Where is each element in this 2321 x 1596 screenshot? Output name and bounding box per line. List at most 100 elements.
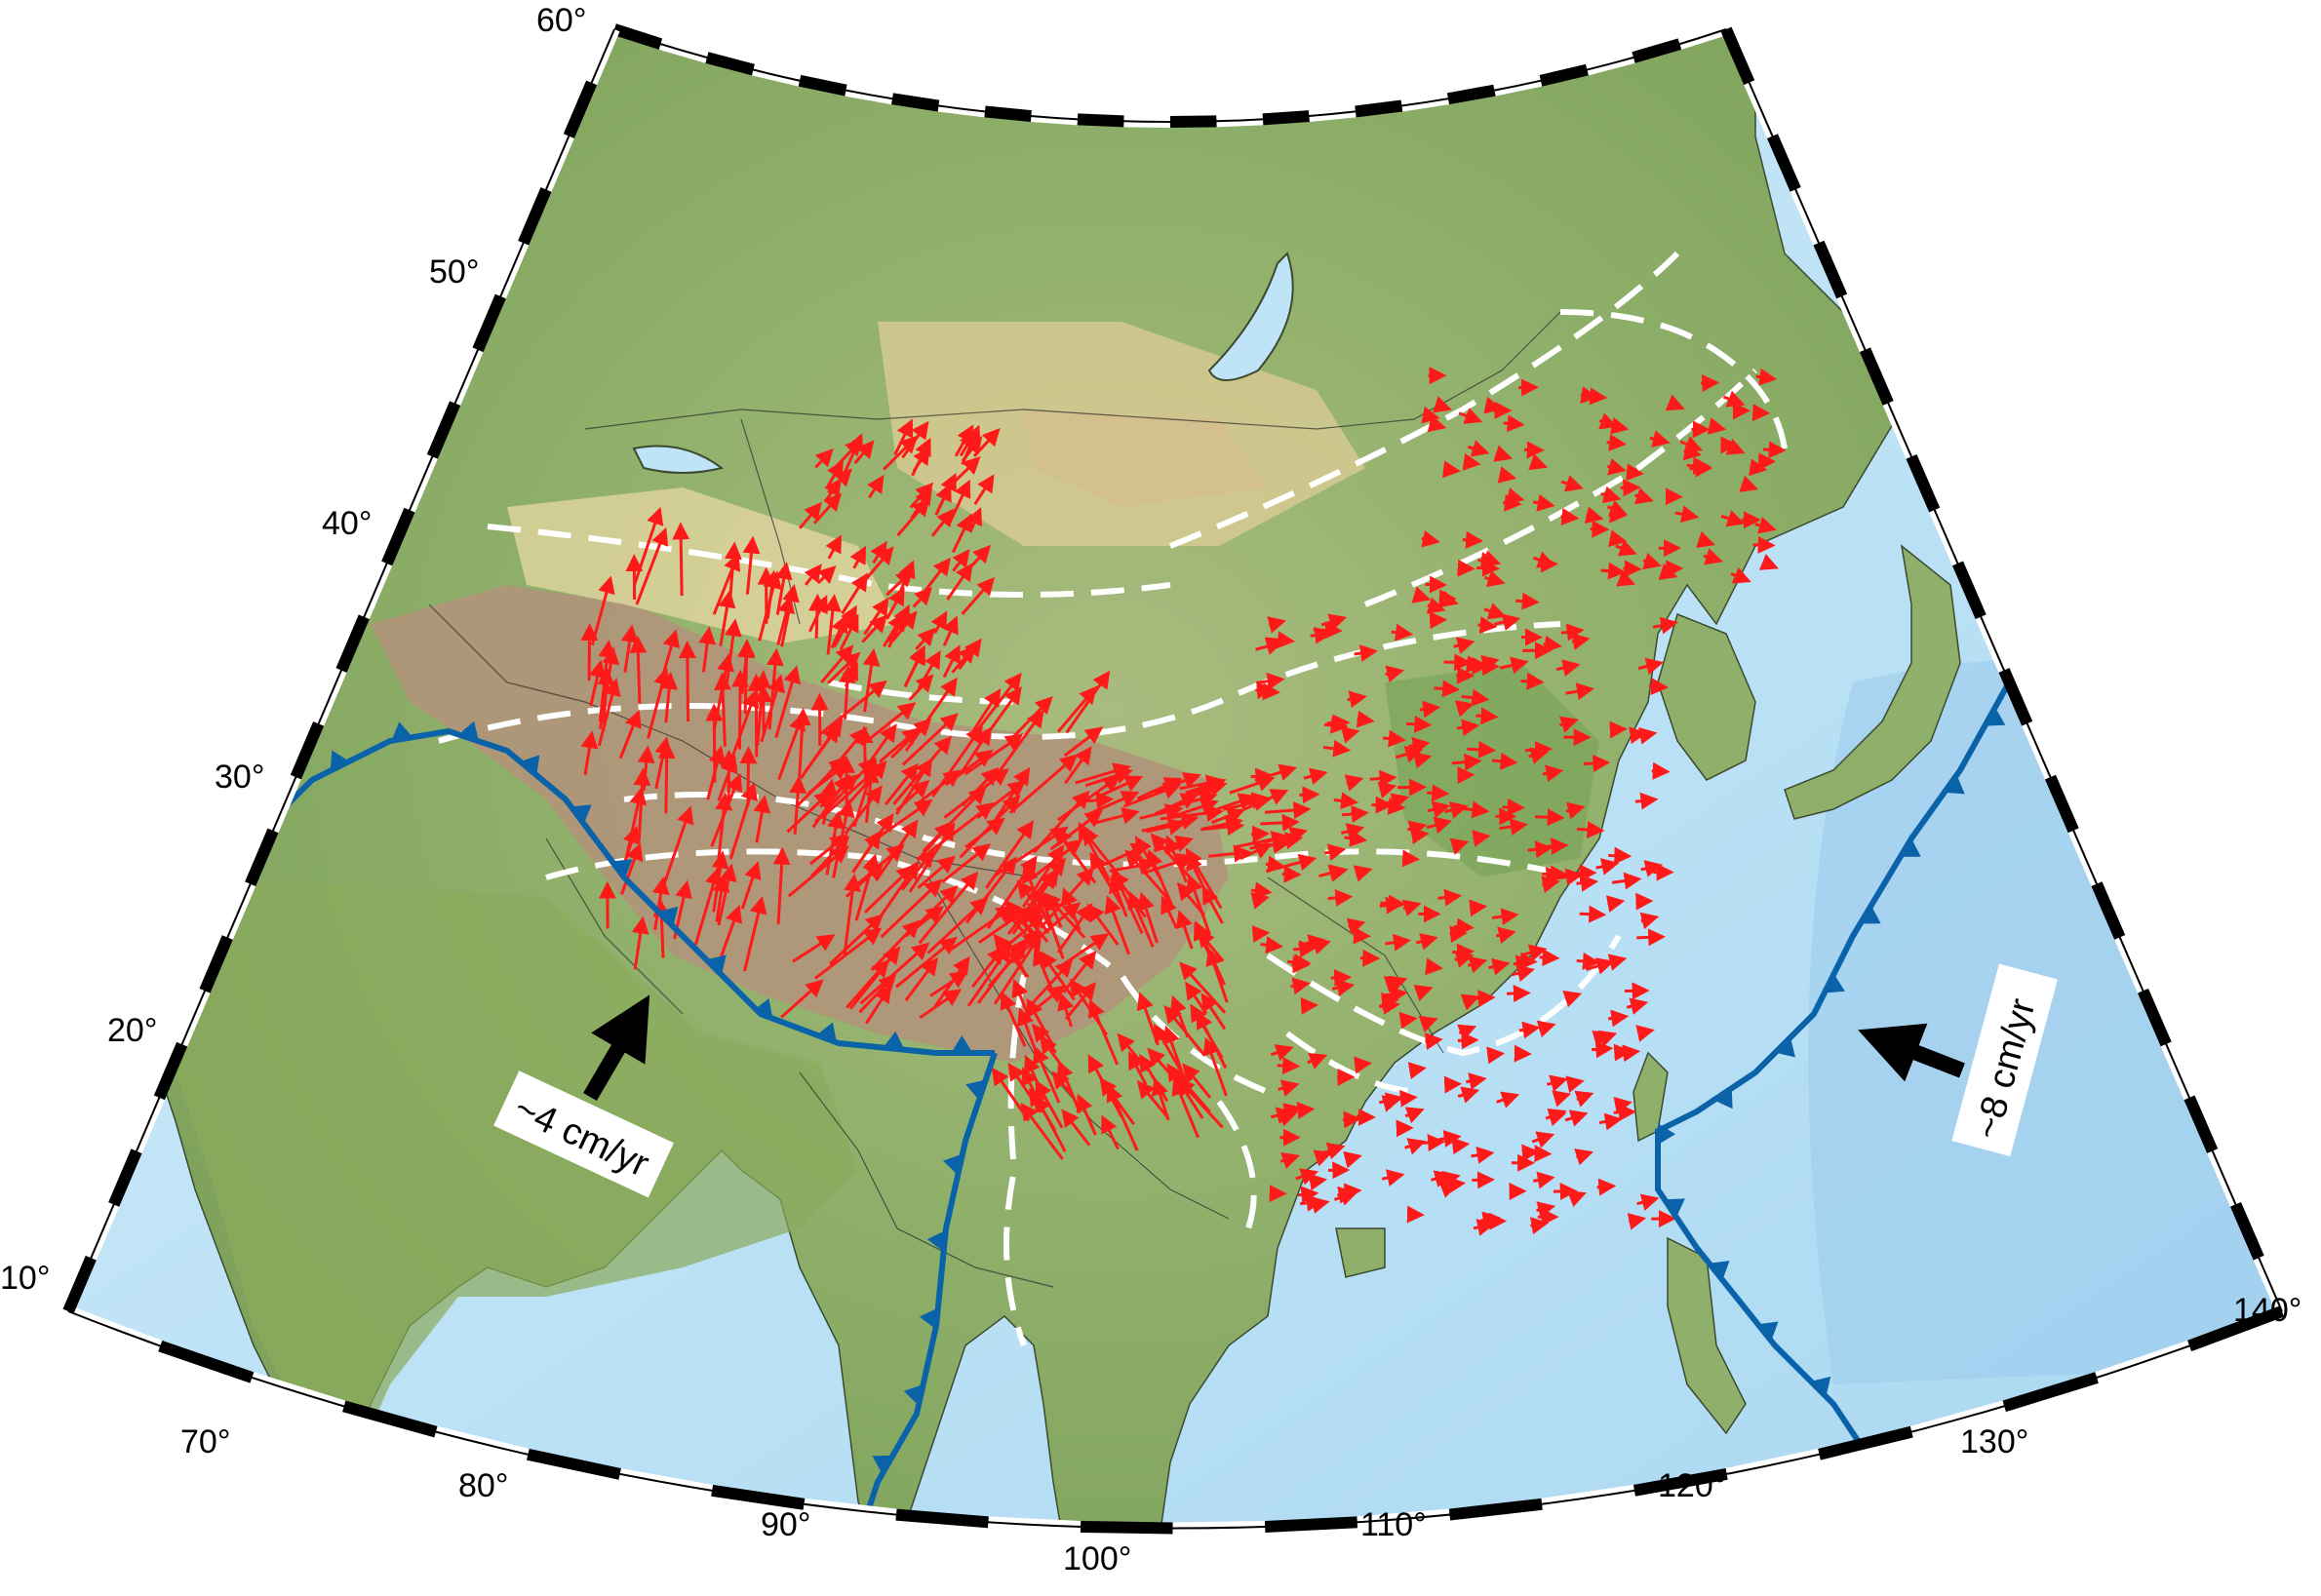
subduction-triangle-icon	[224, 841, 246, 863]
gps-vector	[1642, 552, 1662, 570]
gps-vector	[819, 774, 859, 808]
gps-vector	[1153, 772, 1201, 794]
gps-vector	[739, 746, 758, 806]
gps-vector	[842, 661, 858, 687]
gps-vector	[1605, 895, 1626, 913]
subduction-triangle-icon	[520, 755, 540, 776]
gps-vector	[1431, 1170, 1453, 1187]
gps-vector	[1503, 493, 1522, 512]
gps-vector	[1471, 1146, 1495, 1164]
gps-vector	[1303, 767, 1328, 786]
gps-vector	[1576, 821, 1605, 839]
gps-vector	[985, 820, 1035, 889]
gps-vector	[860, 702, 917, 747]
gps-vector	[787, 845, 849, 898]
gps-vector	[1564, 1109, 1589, 1127]
gps-vector	[1421, 406, 1440, 424]
gps-vector	[1592, 1040, 1614, 1059]
india-rate-box	[493, 1070, 674, 1198]
gps-vector	[1153, 1023, 1183, 1072]
gps-vector	[892, 735, 953, 805]
gps-vector	[706, 745, 727, 800]
gps-vector	[1751, 404, 1771, 422]
gps-vector	[1665, 394, 1685, 411]
gps-vector	[1462, 530, 1484, 549]
gps-vector	[1616, 569, 1636, 587]
gps-vector	[774, 665, 801, 738]
subduction-triangle-icon	[706, 954, 727, 975]
gps-vector	[931, 724, 983, 798]
gps-vector	[743, 895, 767, 972]
gps-vector	[1484, 569, 1506, 588]
gps-vector	[1109, 857, 1158, 875]
gps-vector	[672, 522, 690, 597]
gps-vector	[1404, 1107, 1425, 1124]
gps-vector	[1033, 947, 1053, 991]
gps-vector	[827, 651, 861, 684]
gps-vector	[1423, 1134, 1446, 1152]
gps-vector	[879, 726, 921, 763]
gps-vector	[816, 564, 837, 585]
gps-vector	[1341, 805, 1369, 823]
subduction-triangle-icon	[1944, 774, 1965, 795]
gps-vector	[903, 644, 925, 688]
gps-vector	[1278, 1079, 1300, 1097]
gps-vector	[1153, 835, 1195, 853]
gps-vector	[1636, 928, 1667, 947]
gps-vector	[1449, 925, 1469, 944]
subduction-triangle-icon	[1658, 1123, 1675, 1146]
gps-vector	[1474, 990, 1496, 1008]
gps-vector	[1639, 912, 1660, 930]
gps-vector	[1089, 851, 1125, 909]
gps-vector	[1600, 486, 1622, 504]
gps-vector	[1354, 644, 1378, 662]
gps-vector	[1419, 700, 1441, 719]
gps-vector	[1565, 1075, 1585, 1093]
gps-vector	[960, 726, 992, 774]
lon-label-140: 140°	[2233, 1292, 2301, 1329]
gps-vector	[1506, 984, 1531, 1002]
gps-vector	[928, 801, 995, 854]
gps-vector	[1061, 887, 1082, 931]
gps-vector	[1682, 443, 1702, 461]
gps-vector	[1528, 453, 1549, 471]
gps-vector	[1347, 690, 1367, 709]
gps-vector	[1104, 895, 1130, 955]
lon-label-130: 130°	[1960, 1423, 2028, 1460]
gps-vector	[1531, 1131, 1555, 1148]
gps-vector	[1381, 1169, 1405, 1187]
gps-vector	[1250, 892, 1270, 910]
gps-vector	[941, 843, 992, 883]
gps-vector	[1297, 1186, 1319, 1204]
gps-vector	[896, 498, 930, 537]
gps-vector	[1255, 681, 1275, 699]
gps-vector	[1502, 798, 1525, 817]
gps-vector	[632, 506, 664, 587]
gps-vector	[849, 843, 905, 892]
subduction-triangle-icon	[458, 720, 479, 742]
gps-vector	[1327, 888, 1354, 907]
gps-vector	[1324, 843, 1347, 862]
gps-vector	[1330, 968, 1353, 987]
latitude-labels: 10° 20° 30° 40° 50° 60°	[0, 2, 586, 1297]
gps-vector	[1101, 1114, 1120, 1150]
gps-vector	[1613, 1096, 1633, 1114]
gps-vector	[1491, 908, 1519, 926]
gps-vector	[807, 595, 828, 633]
gps-vector	[1010, 695, 1053, 740]
gps-vector	[1755, 368, 1778, 386]
gps-vector	[952, 548, 970, 572]
gps-vector	[929, 970, 968, 997]
taiwan	[1633, 1051, 1669, 1143]
gps-vector	[1040, 951, 1076, 1001]
gps-vector	[1534, 808, 1565, 827]
gps-vector	[1064, 982, 1096, 1021]
gps-vector	[629, 635, 648, 704]
gps-vector	[813, 927, 883, 980]
mongolian-highland	[1024, 409, 1268, 507]
gps-vector	[867, 474, 885, 499]
subduction-triangle-icon	[919, 1307, 938, 1330]
gps-vector	[1044, 892, 1063, 928]
gps-vector	[1056, 1060, 1082, 1114]
